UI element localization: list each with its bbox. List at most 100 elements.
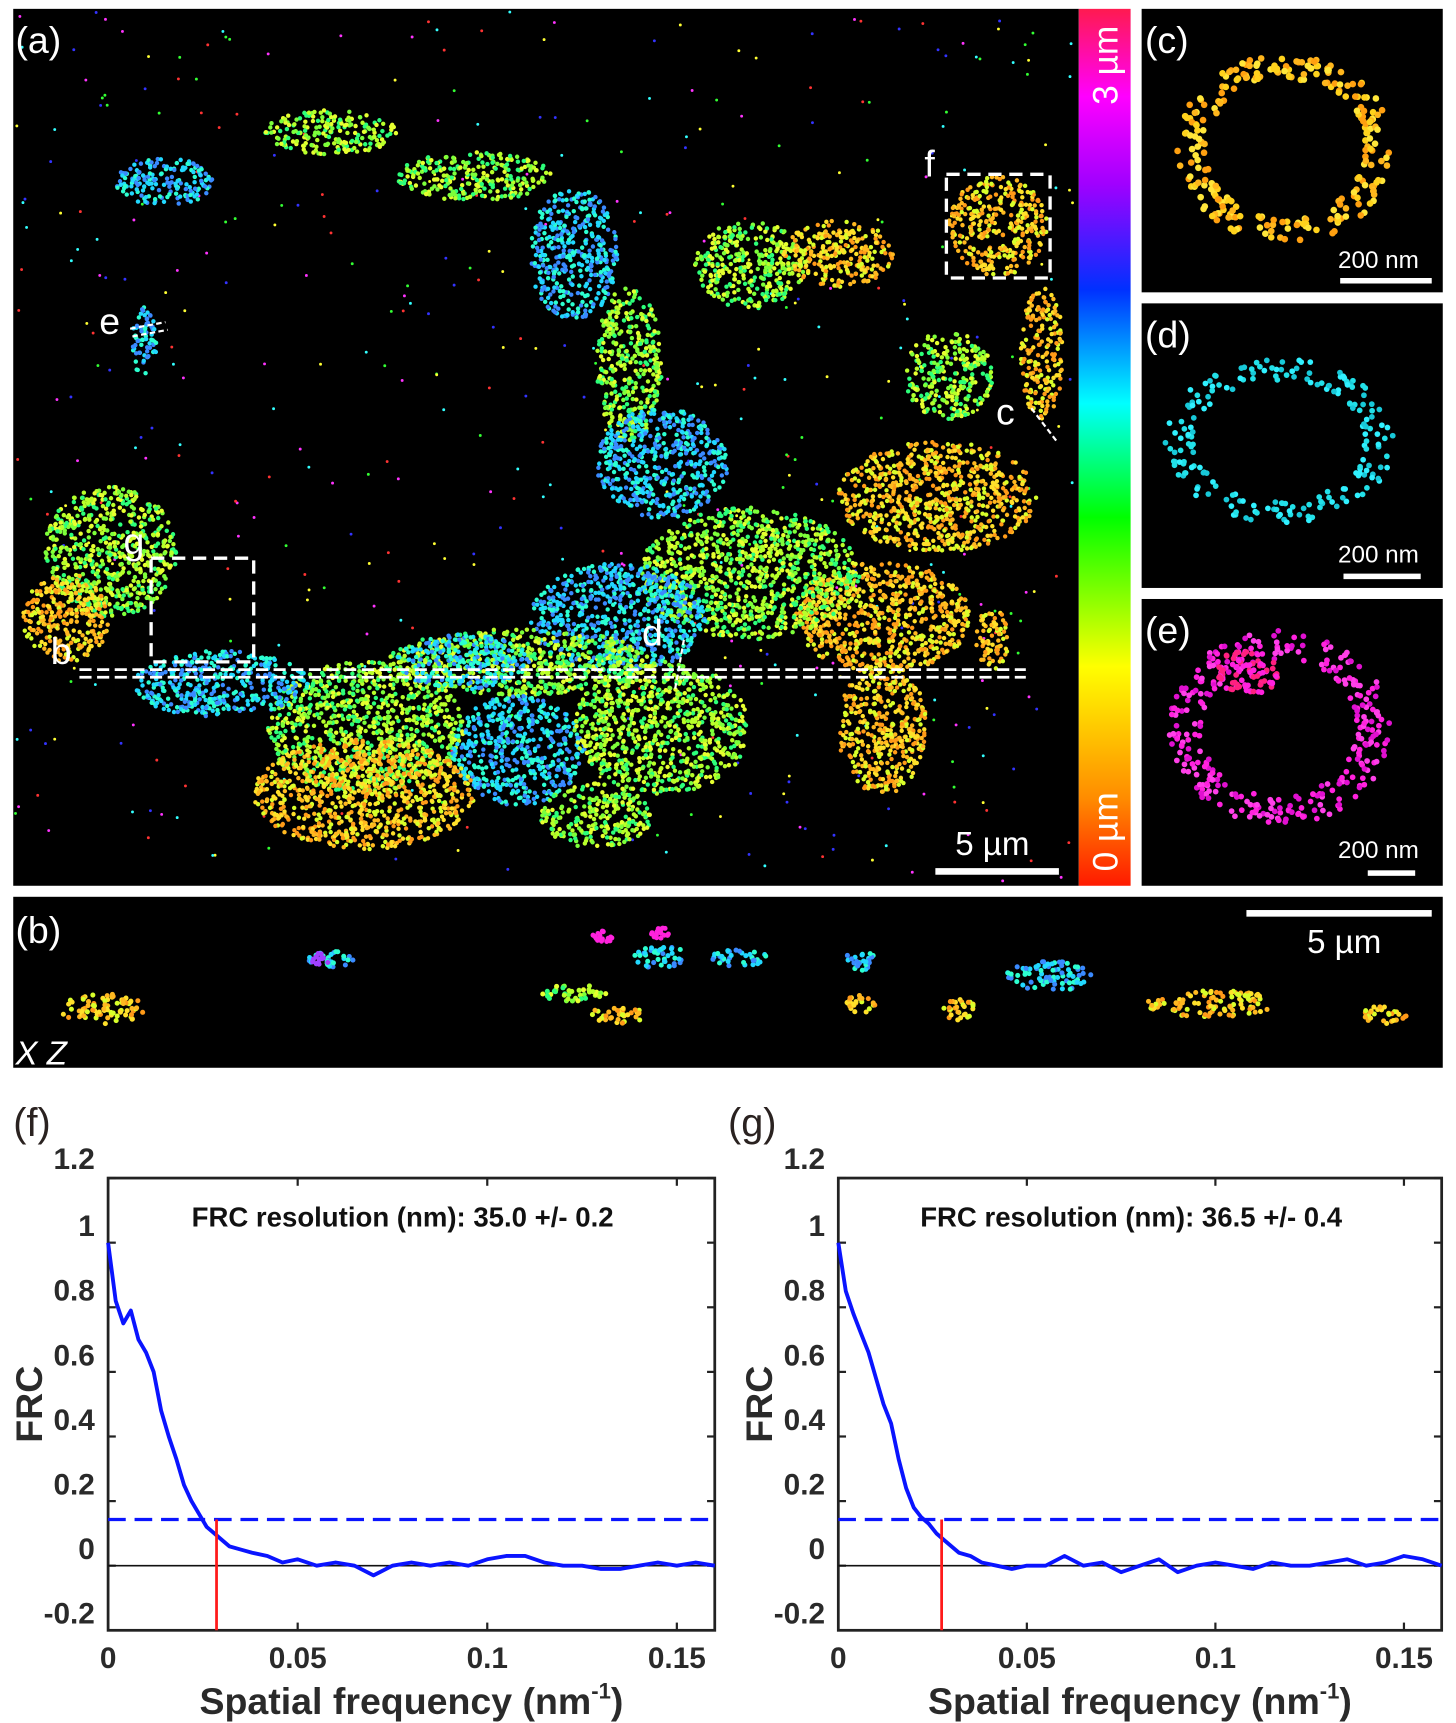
localization-dot bbox=[656, 514, 661, 520]
localization-dot bbox=[595, 234, 601, 240]
localization-dot bbox=[321, 131, 326, 136]
localization-dot bbox=[429, 157, 434, 163]
localization-dot bbox=[700, 490, 706, 495]
localization-dot bbox=[555, 220, 561, 225]
localization-dot bbox=[1022, 244, 1027, 250]
background-dot bbox=[506, 867, 510, 871]
background-dot bbox=[953, 800, 957, 804]
localization-dot bbox=[727, 282, 733, 287]
background-dot bbox=[963, 168, 967, 172]
background-dot bbox=[1011, 61, 1015, 64]
background-dot bbox=[383, 364, 387, 368]
localization-dot bbox=[934, 639, 939, 644]
localization-dot bbox=[479, 181, 484, 187]
localization-dot bbox=[1026, 314, 1031, 319]
localization-dot bbox=[553, 263, 558, 268]
localization-dot bbox=[867, 250, 872, 256]
localization-dot bbox=[843, 228, 849, 234]
localization-dot bbox=[944, 507, 949, 512]
localization-dot bbox=[958, 196, 963, 201]
localization-dot bbox=[797, 258, 802, 263]
localization-dot bbox=[633, 385, 638, 390]
background-dot bbox=[144, 456, 148, 460]
localization-dot bbox=[956, 444, 961, 450]
background-dot bbox=[134, 159, 138, 162]
background-dot bbox=[975, 335, 979, 339]
localization-dot bbox=[835, 261, 841, 267]
localization-dot bbox=[444, 154, 449, 160]
localization-dot bbox=[574, 315, 579, 320]
localization-dot bbox=[606, 445, 611, 451]
localization-dot bbox=[587, 197, 592, 203]
localization-dot bbox=[198, 172, 203, 178]
localization-dot bbox=[863, 233, 868, 239]
localization-dot bbox=[583, 308, 588, 313]
localization-dot bbox=[984, 373, 990, 378]
localization-dot bbox=[619, 423, 624, 428]
background-dot bbox=[962, 552, 966, 556]
localization-dot bbox=[1013, 228, 1018, 233]
localization-dot bbox=[626, 477, 632, 482]
localization-dot bbox=[772, 266, 777, 271]
localization-dot bbox=[484, 151, 489, 156]
localization-dot bbox=[1046, 303, 1051, 308]
background-dot bbox=[795, 733, 799, 737]
localization-dot bbox=[692, 486, 697, 491]
background-dot bbox=[104, 17, 107, 21]
localization-dot bbox=[699, 430, 704, 436]
localization-dot bbox=[861, 589, 866, 594]
localization-dot bbox=[607, 465, 612, 471]
localization-dot bbox=[140, 173, 146, 178]
localization-dot bbox=[721, 292, 727, 297]
localization-dot bbox=[890, 475, 896, 480]
localization-dot bbox=[699, 475, 705, 480]
localization-dot bbox=[539, 296, 544, 302]
localization-dot bbox=[748, 269, 754, 274]
localization-dot bbox=[933, 393, 939, 398]
localization-dot bbox=[631, 424, 636, 429]
localization-dot bbox=[596, 473, 601, 478]
localization-dot bbox=[1027, 202, 1033, 208]
localization-dot bbox=[771, 293, 776, 298]
background-dot bbox=[95, 237, 99, 241]
localization-dot bbox=[579, 262, 585, 268]
localization-dot bbox=[543, 170, 549, 176]
localization-dot bbox=[792, 238, 798, 243]
localization-dot bbox=[174, 160, 180, 166]
localization-dot bbox=[955, 216, 960, 221]
localization-dot bbox=[895, 483, 901, 488]
localization-dot bbox=[603, 349, 608, 354]
localization-dot bbox=[912, 531, 917, 536]
localization-dot bbox=[872, 536, 878, 541]
localization-dot bbox=[514, 154, 520, 159]
localization-dot bbox=[806, 256, 812, 261]
localization-dot bbox=[1013, 508, 1019, 514]
localization-dot bbox=[939, 580, 945, 586]
background-dot bbox=[367, 562, 371, 565]
localization-dot bbox=[725, 302, 731, 307]
localization-dot bbox=[556, 197, 562, 202]
localization-dot bbox=[950, 455, 955, 460]
localization-dot bbox=[499, 177, 505, 182]
background-dot bbox=[104, 276, 108, 280]
localization-dot bbox=[397, 172, 402, 177]
localization-dot bbox=[633, 475, 639, 481]
localization-dot bbox=[575, 290, 581, 296]
localization-dot bbox=[537, 209, 543, 214]
localization-dot bbox=[1029, 297, 1034, 303]
localization-dot bbox=[997, 245, 1003, 251]
localization-dot bbox=[823, 233, 828, 239]
background-dot bbox=[942, 570, 945, 574]
background-dot bbox=[452, 283, 456, 287]
localization-dot bbox=[638, 400, 644, 405]
localization-dot bbox=[684, 486, 689, 491]
localization-dot bbox=[1008, 221, 1014, 226]
localization-dot bbox=[964, 260, 970, 266]
localization-dot bbox=[986, 213, 991, 218]
localization-dot bbox=[639, 311, 644, 317]
localization-dot bbox=[979, 479, 984, 484]
localization-dot bbox=[971, 258, 976, 264]
background-dot bbox=[363, 664, 367, 668]
background-dot bbox=[211, 853, 215, 857]
localization-dot bbox=[884, 488, 889, 493]
